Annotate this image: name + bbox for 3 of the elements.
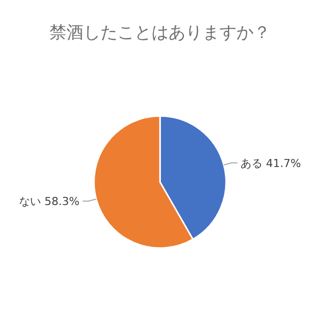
slice-label: ない 58.3% [19,195,80,208]
slice-label: ある 41.7% [240,156,301,170]
chart-title: 禁酒したことはありますか？ [50,23,270,43]
